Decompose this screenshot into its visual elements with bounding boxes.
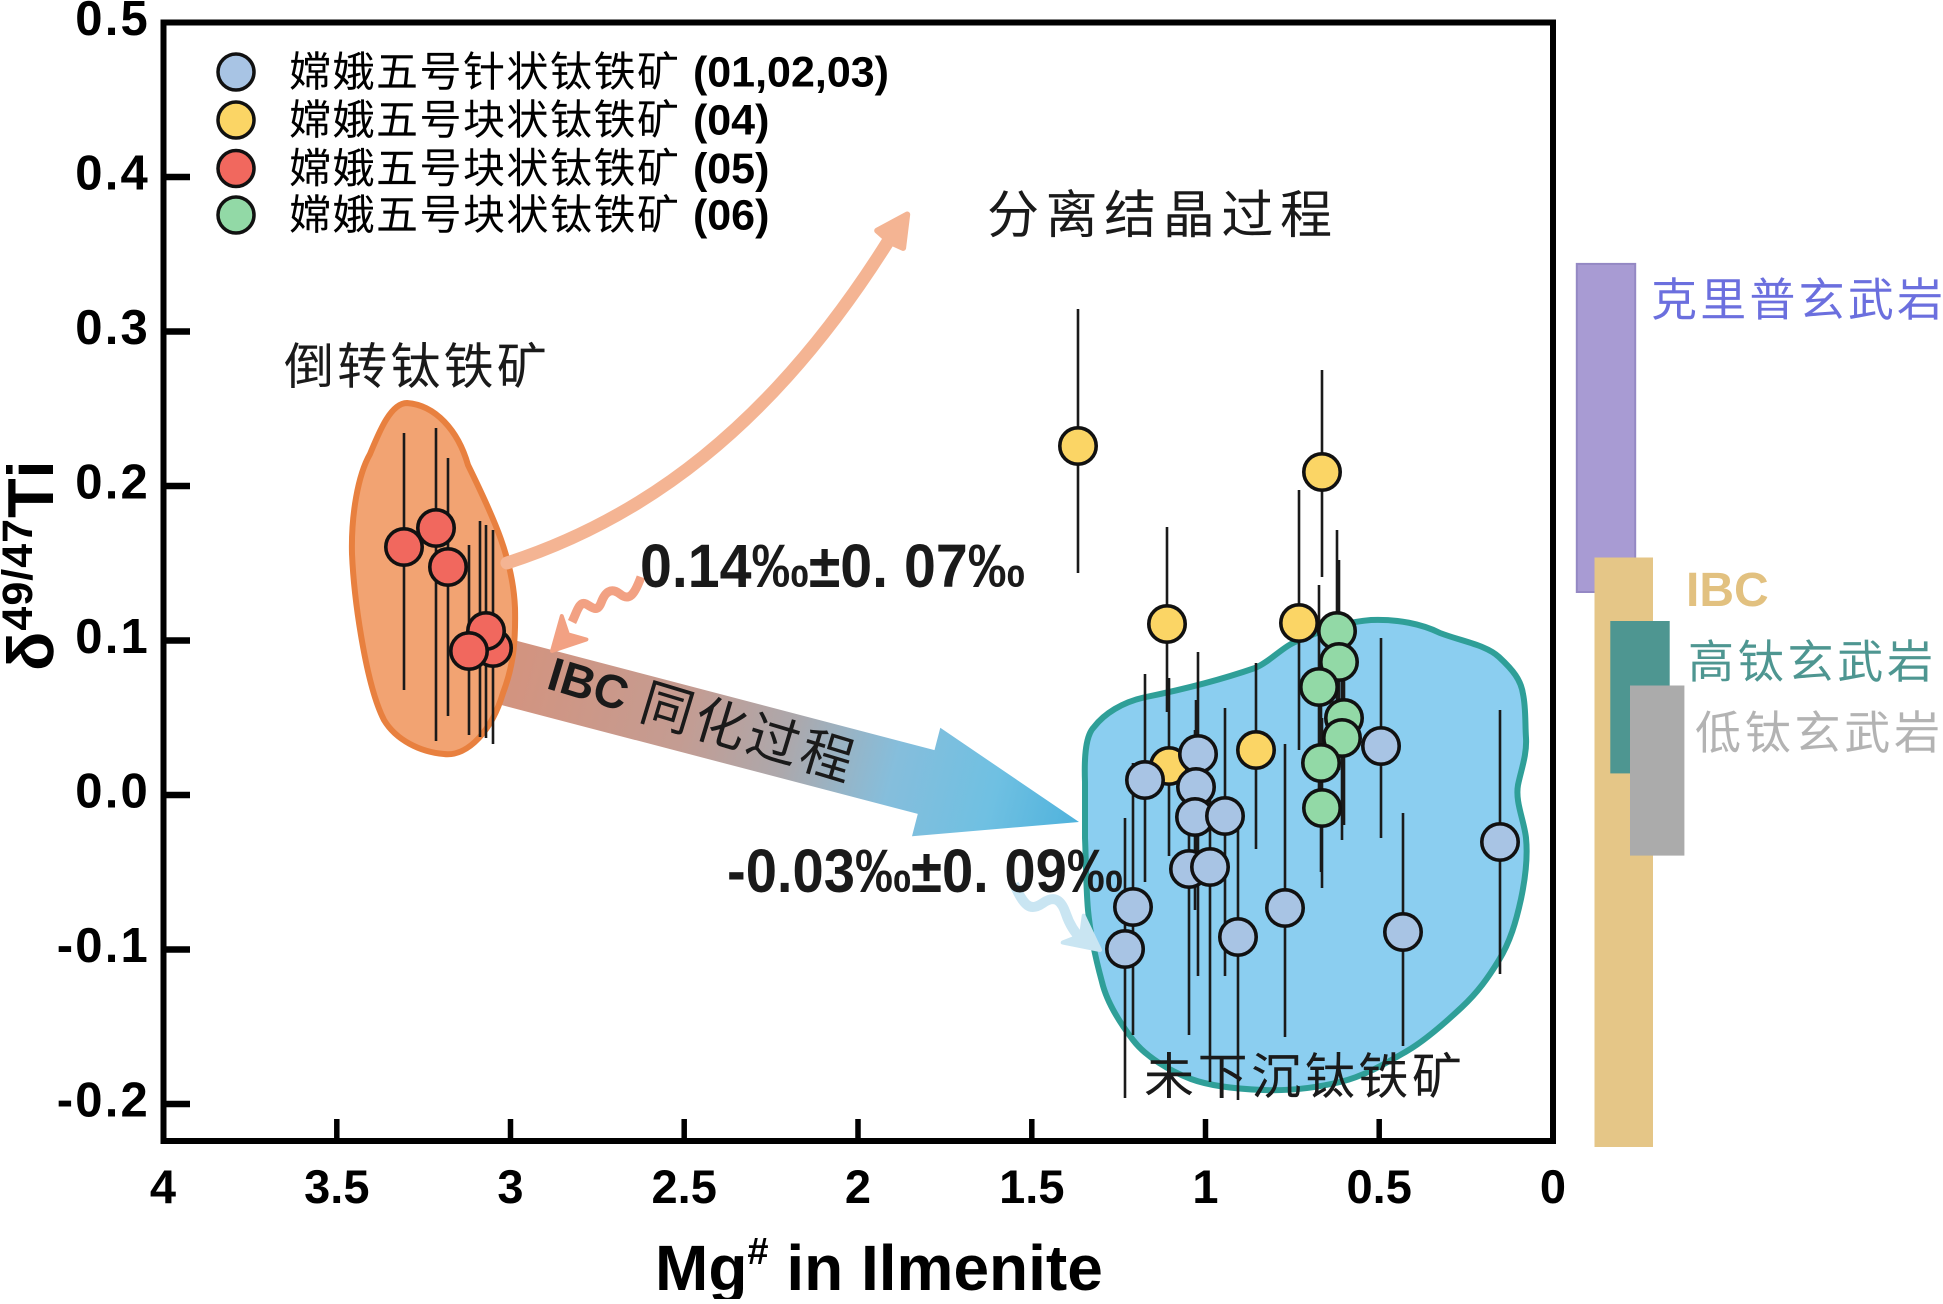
svg-text:0: 0 <box>1540 1160 1566 1213</box>
svg-text:-0.03‰±0. 09‰: -0.03‰±0. 09‰ <box>727 837 1123 905</box>
svg-text:-0.1: -0.1 <box>57 919 150 973</box>
svg-text:2: 2 <box>845 1160 871 1213</box>
svg-text:-0.2: -0.2 <box>57 1074 150 1128</box>
svg-text:0.3: 0.3 <box>75 301 150 355</box>
svg-text:(04): (04) <box>681 97 769 145</box>
svg-text:0.5: 0.5 <box>1347 1160 1412 1213</box>
svg-text:0.4: 0.4 <box>75 147 150 201</box>
svg-text:0.5: 0.5 <box>75 0 150 46</box>
svg-text:0.1: 0.1 <box>75 610 150 664</box>
svg-text:2.5: 2.5 <box>652 1160 717 1213</box>
svg-text:IBC: IBC <box>1686 564 1769 617</box>
svg-text:3: 3 <box>497 1160 523 1213</box>
svg-text:Mg# in Ilmenite: Mg# in Ilmenite <box>655 1231 1103 1299</box>
svg-text:4: 4 <box>150 1160 176 1213</box>
svg-text:1.5: 1.5 <box>999 1160 1064 1213</box>
svg-text:3.5: 3.5 <box>304 1160 369 1213</box>
svg-text:0.14‰±0. 07‰: 0.14‰±0. 07‰ <box>640 532 1025 600</box>
svg-text:0.2: 0.2 <box>75 456 150 510</box>
svg-text:(01,02,03): (01,02,03) <box>681 49 889 97</box>
svg-text:(06): (06) <box>681 192 769 240</box>
svg-text:0.0: 0.0 <box>75 765 150 819</box>
svg-text:1: 1 <box>1192 1160 1218 1213</box>
svg-text:(05): (05) <box>681 145 769 193</box>
